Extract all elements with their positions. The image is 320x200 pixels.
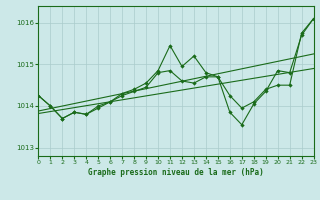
X-axis label: Graphe pression niveau de la mer (hPa): Graphe pression niveau de la mer (hPa) [88, 168, 264, 177]
